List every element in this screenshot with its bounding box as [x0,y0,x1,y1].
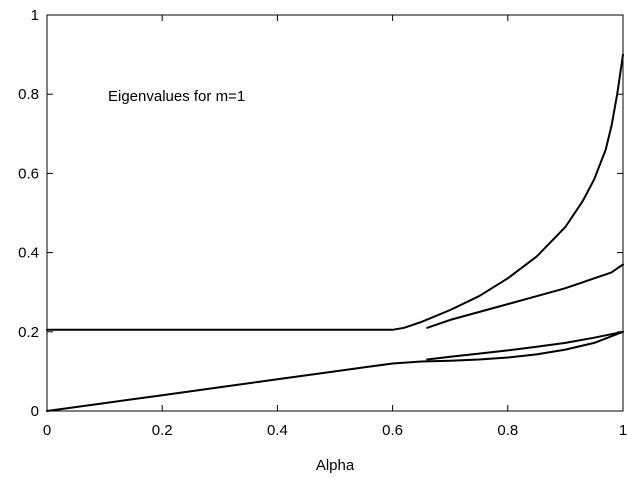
y-tick-label: 0.2 [18,324,39,341]
series-line-4 [426,330,624,361]
x-tick-label: 1 [619,422,627,439]
x-tick-label: 0 [43,422,51,439]
x-tick-label: 0.2 [152,422,173,439]
y-tick-label: 0.4 [18,245,39,262]
x-tick-label: 0.4 [267,422,288,439]
y-tick-label: 0.8 [18,86,39,103]
y-tick-label: 0.6 [18,165,39,182]
x-axis-title: Alpha [316,457,355,474]
y-tick-label: 1 [31,7,39,24]
series-line-1 [46,53,624,331]
tick-layer: 0 0.2 0.4 0.6 0.8 1 0 0.2 0.4 0.6 0.8 1 [18,7,627,439]
x-tick-label: 0.8 [497,422,518,439]
plot-area-frame [46,14,624,412]
series-line-2 [426,263,624,329]
chart-annotation: Eigenvalues for m=1 [108,88,245,105]
series-layer [46,53,624,412]
series-line-3 [46,330,624,412]
y-tick-label: 0 [31,403,39,420]
x-tick-label: 0.6 [382,422,403,439]
